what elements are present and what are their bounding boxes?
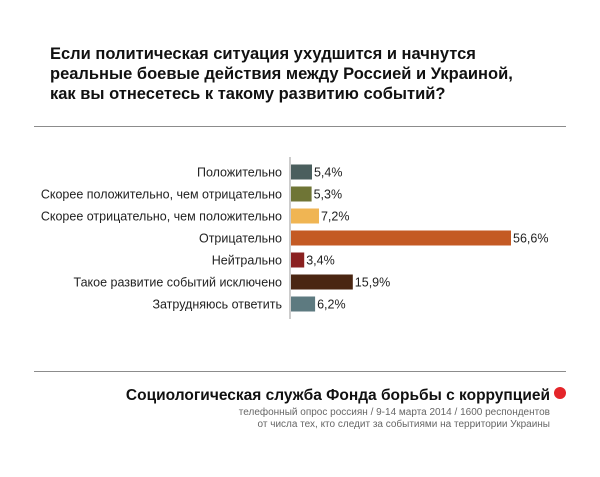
category-label: Затрудняюсь ответить: [152, 298, 282, 312]
category-label: Отрицательно: [199, 232, 282, 246]
footer-note-line: телефонный опрос россиян / 9-14 марта 20…: [238, 407, 550, 418]
bar: [291, 164, 312, 180]
bar-chart: Положительно 5,4% Скорее положительно, чем…: [41, 157, 548, 319]
bar: [291, 274, 353, 290]
category-label: Положительно: [197, 166, 282, 180]
category-label: Скорее положительно, чем отрицательно: [41, 188, 282, 202]
value-label: 56,6%: [513, 232, 548, 246]
bar: [291, 186, 312, 202]
value-label: 15,9%: [355, 276, 390, 290]
footer-note: телефонный опрос россиян / 9-14 марта 20…: [150, 407, 550, 431]
chart-title-line: Если политическая ситуация ухудшится и н…: [50, 45, 476, 63]
bar-group: Положительно 5,4% Скорее положительно, чем…: [41, 164, 548, 312]
value-label: 6,2%: [317, 298, 346, 312]
value-label: 7,2%: [321, 210, 350, 224]
footer-note-line: от числа тех, кто следит за событиями на…: [257, 419, 550, 430]
chart-title-line: реальные боевые действия между Россией и…: [50, 65, 513, 83]
bar: [291, 252, 305, 268]
chart-title: Если политическая ситуация ухудшится и н…: [50, 44, 570, 104]
brand-dot-icon: [554, 387, 566, 399]
footer-organization: Социологическая служба Фонда борьбы с ко…: [125, 387, 550, 404]
category-label: Такое развитие событий исключено: [74, 276, 283, 290]
category-label: Скорее отрицательно, чем положительно: [41, 210, 282, 224]
bar: [291, 296, 316, 312]
bar: [291, 230, 511, 246]
bottom-divider: [34, 371, 566, 372]
bar: [291, 208, 319, 224]
value-label: 3,4%: [306, 254, 335, 268]
chart-title-line: как вы отнесетесь к такому развитию собы…: [50, 85, 446, 103]
top-divider: [34, 126, 566, 127]
value-label: 5,4%: [314, 166, 343, 180]
value-label: 5,3%: [314, 188, 343, 202]
category-label: Нейтрально: [212, 254, 282, 268]
